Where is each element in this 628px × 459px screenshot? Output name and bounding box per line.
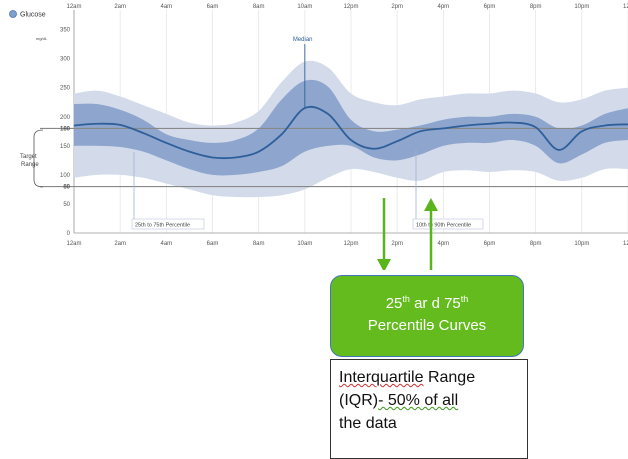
x-tick-label-top: 6pm xyxy=(484,4,496,10)
x-tick-label-bottom: 2am xyxy=(114,241,126,247)
x-tick-label-bottom: 12am xyxy=(66,241,81,247)
outer-band-label: 10th to 90th Percentile xyxy=(416,223,471,229)
x-tick-label-top: 2pm xyxy=(391,4,403,10)
inner-band-label: 25th to 75th Percentile xyxy=(135,223,190,229)
x-tick-label-bottom: 8am xyxy=(253,241,265,247)
x-tick-label-top: 8pm xyxy=(530,4,542,10)
x-axis-ticks-top: 12am 2am 4am 6am 8am 10am 12pm 2pm 4pm 6pm 8pm 10pm… xyxy=(66,4,628,10)
percentile-callout-line-1: 25th ar d 75th xyxy=(385,294,469,313)
y-axis-ticks: 0 50 100 150 200 250 300 350 180 80 xyxy=(60,28,71,237)
glucose-legend-icon xyxy=(9,10,17,18)
median-line xyxy=(73,105,628,160)
x-tick-label-bottom: 12a xyxy=(623,241,628,247)
iqr-callout-line-3: the data xyxy=(339,415,397,432)
y-tick-label: 200 xyxy=(60,115,71,121)
x-tick-label-top: 12am xyxy=(66,4,81,10)
x-tick-label-top: 10pm xyxy=(574,4,589,10)
median-label: Median xyxy=(293,37,313,43)
target-range-label-1: Target xyxy=(20,154,37,160)
iqr-callout-line-1: Interquartile Range xyxy=(339,369,476,386)
y-tick-label: 250 xyxy=(60,86,71,92)
x-tick-label-bottom: 6am xyxy=(207,241,219,247)
y-tick-label: 50 xyxy=(63,202,70,208)
x-tick-label-top: 8am xyxy=(253,4,265,10)
x-tick-label-top: 12a xyxy=(623,4,628,10)
y-tick-label: 150 xyxy=(60,144,71,150)
x-tick-label-bottom: 8pm xyxy=(530,241,542,247)
x-tick-label-top: 2am xyxy=(114,4,126,10)
percentile-callout-line-2: Percentilɘ Curves xyxy=(367,317,487,334)
x-tick-label-top: 4pm xyxy=(437,4,449,10)
target-range-label-2: Range xyxy=(21,162,39,168)
glucose-chart: Median 0 50 100 150 200 250 300 350 180 80 12am 2a… xyxy=(9,4,628,270)
x-tick-label-bottom: 2pm xyxy=(391,241,403,247)
y-tick-label: 350 xyxy=(60,28,71,34)
percentile-25-75-band xyxy=(74,79,628,176)
glucose-legend-label: Glucose xyxy=(20,12,46,19)
x-tick-label-bottom: 10pm xyxy=(574,241,589,247)
target-range-bracket xyxy=(33,129,44,188)
x-tick-label-bottom: 10am xyxy=(297,241,312,247)
x-tick-label-bottom: 6pm xyxy=(484,241,496,247)
x-axis-ticks-bottom: 12am 2am 4am 6am 8am 10am 12pm 2pm 4pm 6pm 8pm 10pm… xyxy=(66,241,628,247)
x-tick-label-top: 4am xyxy=(160,4,172,10)
inner-band-label-box xyxy=(131,218,205,230)
y-tick-label: 80 xyxy=(63,185,70,191)
x-tick-label-bottom: 4pm xyxy=(437,241,449,247)
x-tick-label-top: 6am xyxy=(207,4,219,10)
iqr-callout-line-2: (IQR)- 50% of all xyxy=(339,392,459,409)
x-tick-label-bottom: 12pm xyxy=(343,241,358,247)
y-tick-label: 180 xyxy=(60,126,71,132)
arrow-up-head xyxy=(424,198,438,211)
x-tick-label-bottom: 4am xyxy=(160,241,172,247)
arrow-down-head xyxy=(377,259,391,270)
x-tick-label-top: 12pm xyxy=(343,4,358,10)
iqr-callout: Interquartile Range (IQR)- 50% of all th… xyxy=(330,359,528,459)
outer-band-label-box xyxy=(412,218,484,230)
y-tick-label: 300 xyxy=(60,57,71,63)
y-axis-unit: mg/dL xyxy=(36,36,48,41)
y-tick-label: 0 xyxy=(67,231,71,237)
y-tick-label: 100 xyxy=(60,173,71,179)
x-tick-label-top: 10am xyxy=(297,4,312,10)
percentile-curves-callout: 25th ar d 75th Percentilɘ Curves xyxy=(330,275,524,357)
